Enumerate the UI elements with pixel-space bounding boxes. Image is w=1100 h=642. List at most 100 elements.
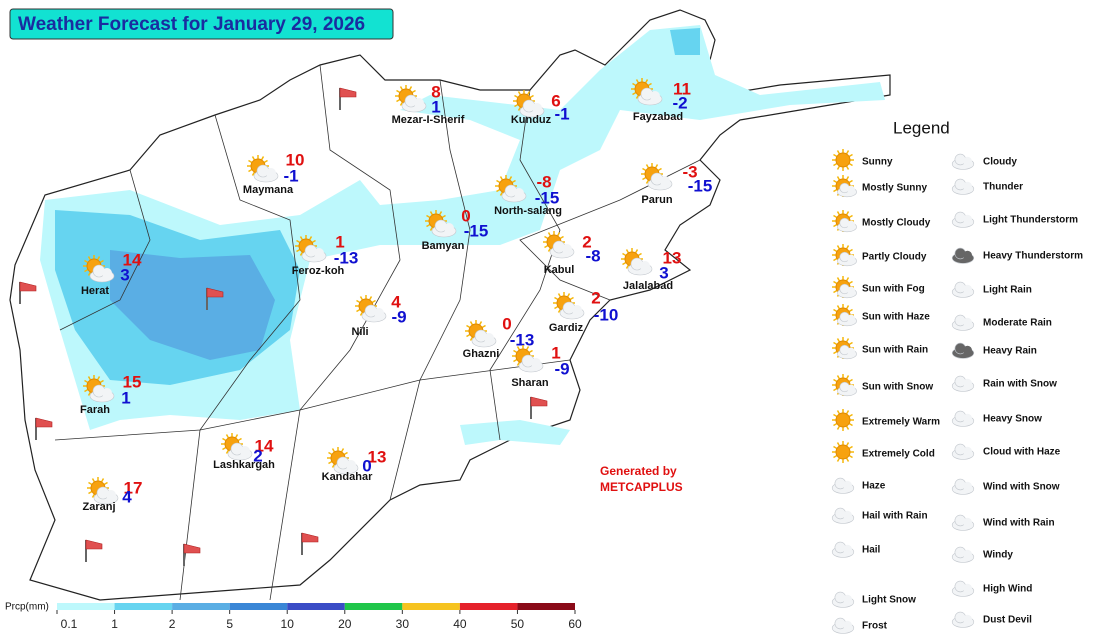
cloud [963,317,972,327]
sun-ray [654,164,659,169]
city-name: Sharan [511,377,549,389]
max-temp: 0 [502,314,511,333]
colorbar-tick-label: 60 [568,617,582,631]
cloud [963,181,972,191]
max-temp: 15 [123,372,142,391]
cloud [843,620,852,630]
sun [835,412,851,428]
windsock [301,532,319,543]
legend-item: Light Thunderstorm [983,215,1078,226]
colorbar-tick-label: 50 [511,617,525,631]
min-temp: -13 [334,248,359,267]
sun-ray [833,153,838,158]
min-temp: -13 [510,330,535,349]
cloud [532,103,542,113]
city-name: Parun [641,194,672,206]
city-name: Farah [80,404,110,416]
sun-ray [833,214,838,219]
sun-ray [96,376,101,381]
sun-ray [833,280,838,285]
sun-ray [529,94,534,99]
windsock [183,543,201,554]
sun-ray [87,391,92,396]
min-temp: -9 [554,359,569,378]
cloud [847,254,855,263]
sun-ray [625,264,630,269]
sun-ray [836,375,841,380]
windsock [339,87,357,98]
cloud [346,460,356,470]
sun-ray [836,211,841,216]
colorbar-segment [114,603,173,610]
cloud [847,314,855,323]
max-temp: -8 [536,172,551,191]
sun-ray [251,156,256,161]
sun-ray [91,493,96,498]
sun-ray [525,346,530,351]
windsock [530,396,548,407]
sun-ray [848,445,853,450]
min-temp: -15 [688,176,713,195]
cloud [963,517,972,527]
legend-item: High Wind [983,584,1032,595]
max-temp: 4 [391,292,401,311]
sun-ray [396,89,401,94]
colorbar-tick-label: 0.1 [61,617,78,631]
sun-ray [84,388,89,393]
sun-ray [343,451,348,456]
colorbar-tick-label: 10 [281,617,295,631]
sun-ray [296,248,301,253]
sun-ray [845,150,850,155]
sun-ray [99,259,104,264]
sun-ray [496,188,501,193]
cloud [963,378,972,388]
city-name: Mezar-I-Sherif [392,114,465,126]
sun-ray [96,256,101,261]
min-temp: -1 [283,166,298,185]
cloud [572,305,582,315]
sun-ray [299,251,304,256]
sun-ray [622,252,627,257]
sun-ray [836,176,841,181]
sun-ray [836,338,841,343]
sun-ray [836,165,841,170]
cloud [963,614,972,624]
legend-item: Heavy Snow [983,414,1042,425]
cloud [963,549,972,559]
colorbar-segment [459,603,518,610]
colorbar-tick-label: 2 [169,617,176,631]
sun-ray [833,317,838,322]
sun-ray [528,349,533,354]
sun-ray [478,321,483,326]
sun-ray [845,211,850,216]
cloud [414,98,424,108]
legend-title: Legend [893,118,950,137]
sun-ray [103,481,108,486]
colorbar-segment [344,603,403,610]
sun-ray [356,308,361,313]
sun-ray [356,299,361,304]
max-temp: 17 [124,478,143,497]
sun-ray [547,247,552,252]
sun-ray [833,445,838,450]
sun-ray [466,333,471,338]
sun-ray [836,457,841,462]
sun-ray [222,437,227,442]
colorbar-tick-label: 20 [338,617,352,631]
cloud [240,446,250,456]
sun-ray [429,211,434,216]
sun-ray [508,176,513,181]
sun-ray [845,165,850,170]
sun-ray [836,410,841,415]
sun-ray [496,179,501,184]
min-temp: -15 [535,188,560,207]
max-temp: 6 [551,91,560,110]
sun-ray [836,305,841,310]
sun-ray [848,153,853,158]
sun-ray [632,82,637,87]
sun-ray [513,349,518,354]
sun-ray [526,91,531,96]
legend-item: Sun with Snow [862,382,933,393]
sun-ray [516,361,521,366]
sun-ray [635,79,640,84]
